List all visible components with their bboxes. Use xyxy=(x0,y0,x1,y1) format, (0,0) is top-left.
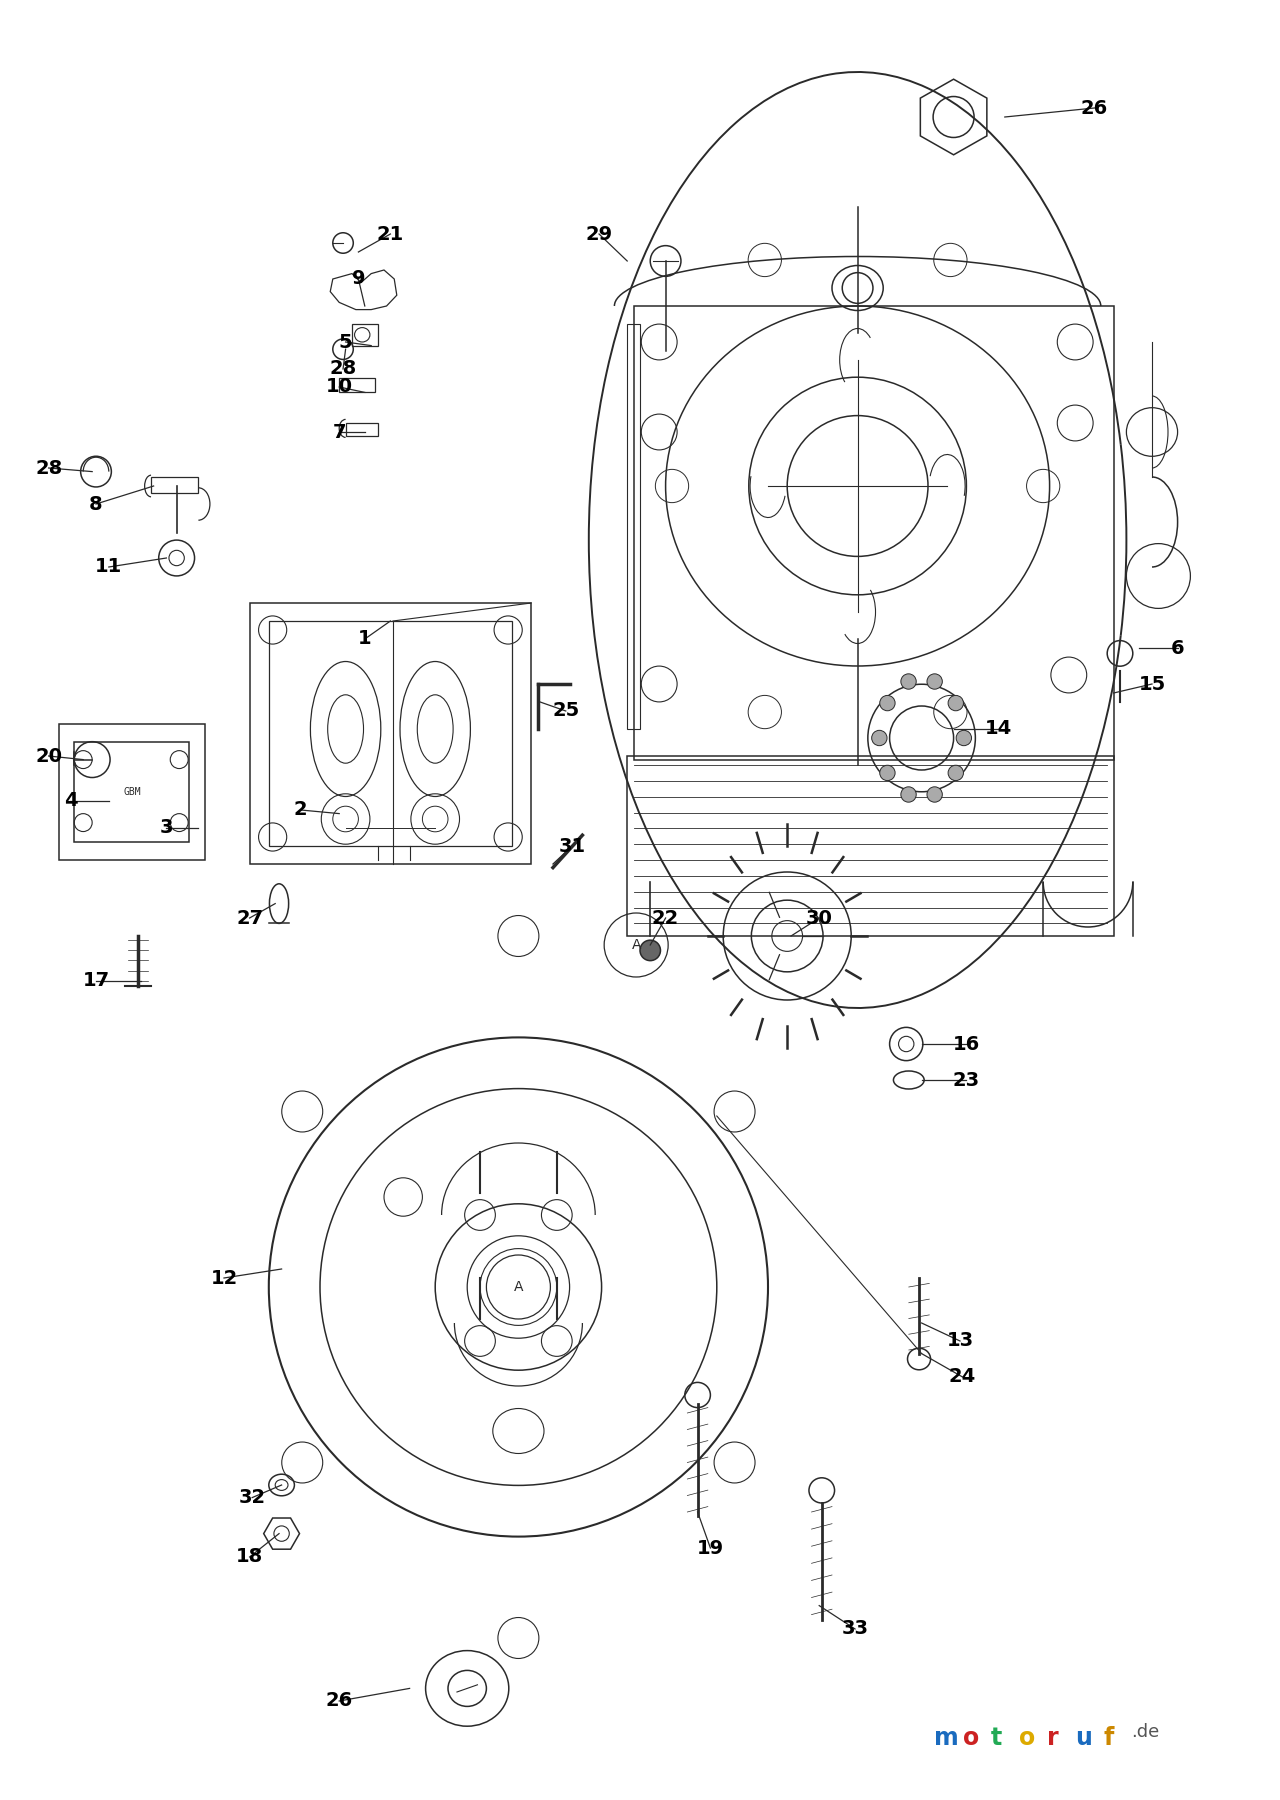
Text: f: f xyxy=(1103,1726,1114,1750)
Text: 28: 28 xyxy=(35,459,63,477)
Circle shape xyxy=(872,731,887,745)
Text: 27: 27 xyxy=(236,909,264,927)
Text: u: u xyxy=(1075,1726,1092,1750)
Text: 12: 12 xyxy=(210,1269,238,1287)
Circle shape xyxy=(948,695,964,711)
Text: A: A xyxy=(631,938,641,952)
Text: 21: 21 xyxy=(376,225,404,243)
Circle shape xyxy=(640,940,660,961)
Text: 13: 13 xyxy=(946,1332,974,1350)
Text: o: o xyxy=(963,1726,979,1750)
Text: 2: 2 xyxy=(294,801,307,819)
Circle shape xyxy=(948,765,964,781)
Text: t: t xyxy=(991,1726,1002,1750)
Text: 3: 3 xyxy=(160,819,173,837)
Circle shape xyxy=(879,695,895,711)
Text: 31: 31 xyxy=(558,837,586,855)
Circle shape xyxy=(879,765,895,781)
Circle shape xyxy=(956,731,972,745)
Text: 5: 5 xyxy=(339,333,352,351)
Text: o: o xyxy=(1019,1726,1036,1750)
Text: 20: 20 xyxy=(35,747,63,765)
Circle shape xyxy=(901,673,916,689)
Text: 16: 16 xyxy=(952,1035,980,1053)
Text: 33: 33 xyxy=(841,1620,869,1638)
Text: 22: 22 xyxy=(652,909,680,927)
Text: 11: 11 xyxy=(95,558,123,576)
Text: 7: 7 xyxy=(333,423,346,441)
Text: A: A xyxy=(513,1280,524,1294)
Circle shape xyxy=(927,673,942,689)
Text: 18: 18 xyxy=(236,1548,264,1566)
Text: 28: 28 xyxy=(329,360,357,378)
Text: 4: 4 xyxy=(64,792,77,810)
Text: 17: 17 xyxy=(82,972,110,990)
Text: GBM: GBM xyxy=(123,787,141,797)
Text: 15: 15 xyxy=(1138,675,1166,693)
Text: 23: 23 xyxy=(952,1071,980,1089)
Text: r: r xyxy=(1047,1726,1059,1750)
Text: 29: 29 xyxy=(585,225,613,243)
Text: 26: 26 xyxy=(1080,99,1108,117)
Text: .de: .de xyxy=(1132,1723,1160,1741)
Circle shape xyxy=(927,787,942,803)
Text: 26: 26 xyxy=(325,1692,353,1710)
Text: 24: 24 xyxy=(948,1368,977,1386)
Text: 8: 8 xyxy=(90,495,102,513)
Text: 30: 30 xyxy=(806,909,832,927)
Text: 9: 9 xyxy=(352,270,365,288)
Text: 19: 19 xyxy=(696,1539,724,1557)
Circle shape xyxy=(901,787,916,803)
Text: 32: 32 xyxy=(238,1489,266,1507)
Text: 25: 25 xyxy=(552,702,580,720)
Text: 1: 1 xyxy=(358,630,371,648)
Text: 6: 6 xyxy=(1171,639,1184,657)
Text: m: m xyxy=(934,1726,959,1750)
Text: 14: 14 xyxy=(984,720,1012,738)
Text: 10: 10 xyxy=(325,378,353,396)
